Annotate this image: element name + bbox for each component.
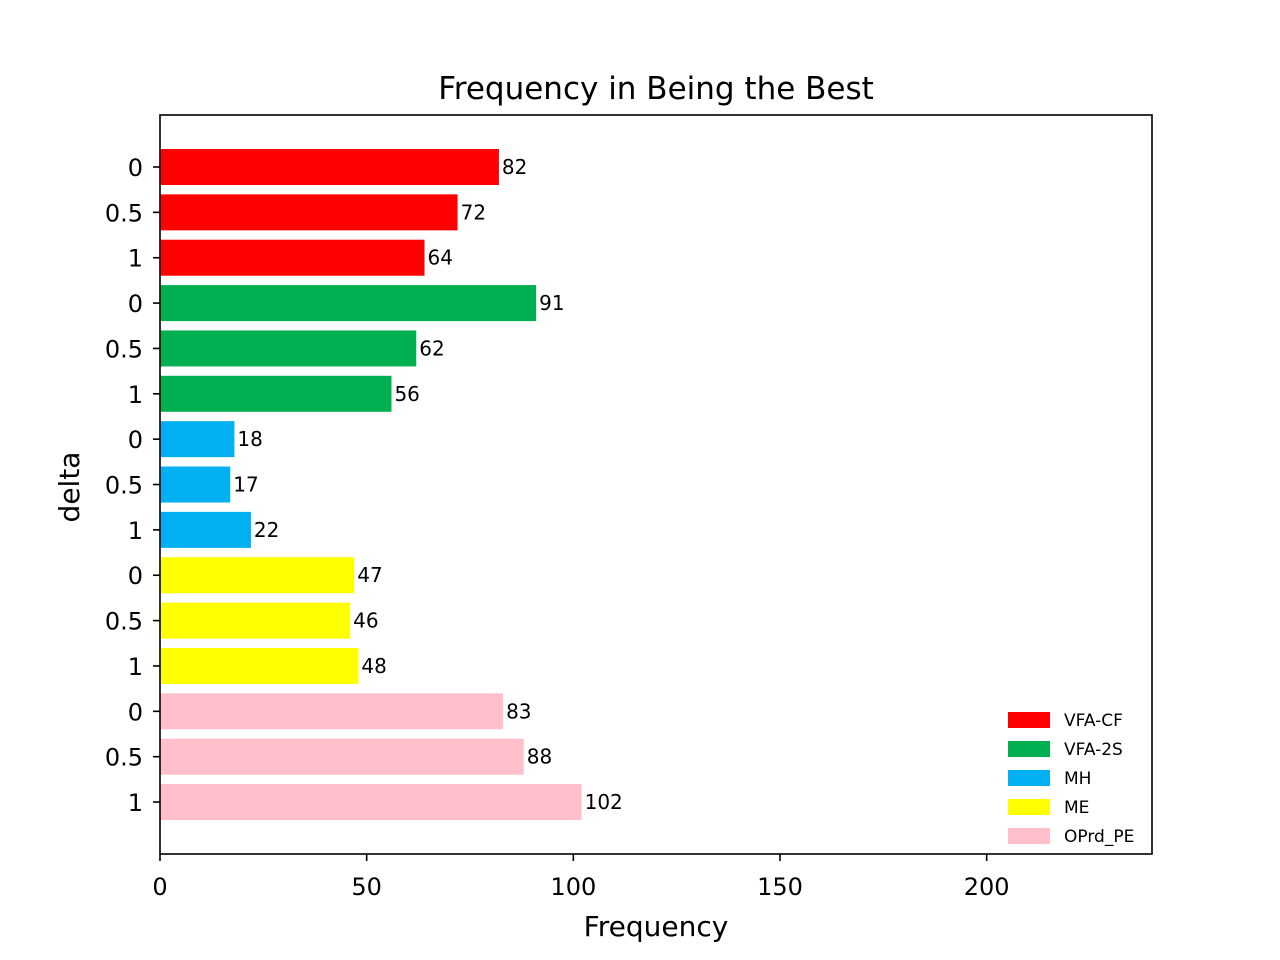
data-label: 88	[527, 745, 552, 769]
data-label: 17	[233, 473, 258, 497]
x-tick-label: 50	[351, 873, 382, 901]
legend-swatch	[1008, 741, 1050, 757]
x-axis-ticks: 0 50 100 150 200	[152, 854, 1010, 901]
y-tick-label: 0	[128, 426, 143, 454]
data-label: 48	[361, 654, 386, 678]
legend-swatch	[1008, 828, 1050, 844]
data-label: 64	[428, 246, 453, 270]
legend-swatch	[1008, 712, 1050, 728]
y-tick-label: 0.5	[105, 472, 143, 500]
data-label: 72	[461, 200, 486, 224]
y-tick-label: 0	[128, 290, 143, 318]
bar	[160, 466, 231, 503]
y-tick-label: 0.5	[105, 335, 143, 363]
x-tick-label: 150	[757, 873, 803, 901]
data-label: 22	[254, 518, 279, 542]
data-label: 82	[502, 155, 527, 179]
bar	[160, 693, 504, 730]
bar	[160, 375, 392, 412]
x-tick-label: 100	[550, 873, 596, 901]
data-label: 62	[419, 336, 444, 360]
y-axis-ticks: 0 0.5 1 0 0.5 1 0 0.5 1 0 0.5 1 0 0.5 1	[105, 154, 160, 817]
legend-swatch	[1008, 770, 1050, 786]
y-tick-label: 1	[128, 245, 143, 273]
bar	[160, 149, 499, 185]
y-tick-label: 0.5	[105, 199, 143, 227]
y-tick-label: 0.5	[105, 608, 143, 636]
data-label: 56	[394, 382, 419, 406]
bar	[160, 738, 524, 775]
bar	[160, 784, 582, 821]
bar	[160, 511, 251, 548]
x-tick-label: 200	[964, 873, 1010, 901]
data-label: 18	[237, 427, 262, 451]
y-tick-label: 0	[128, 698, 143, 726]
y-tick-label: 1	[128, 789, 143, 817]
legend-label: OPrd_PE	[1064, 827, 1134, 847]
legend-label: VFA-CF	[1064, 711, 1123, 731]
data-label: 83	[506, 699, 531, 723]
data-label: 47	[357, 563, 382, 587]
legend-label: VFA-2S	[1064, 740, 1123, 760]
legend-label: ME	[1064, 798, 1089, 818]
bar	[160, 330, 417, 367]
bar	[160, 557, 355, 594]
bar	[160, 194, 458, 231]
y-tick-label: 1	[128, 517, 143, 545]
bar	[160, 602, 351, 639]
y-tick-label: 1	[128, 381, 143, 409]
y-tick-label: 0	[128, 154, 143, 182]
y-tick-label: 0	[128, 562, 143, 590]
bar	[160, 421, 235, 458]
legend-label: MH	[1064, 769, 1091, 789]
legend-swatch	[1008, 799, 1050, 815]
legend: VFA-CF VFA-2S MH ME OPrd_PE	[1008, 711, 1134, 847]
x-tick-label: 0	[152, 873, 167, 901]
bar	[160, 285, 537, 322]
x-axis-label: Frequency	[584, 910, 729, 943]
y-tick-label: 1	[128, 653, 143, 681]
bar	[160, 647, 359, 684]
data-label: 91	[539, 291, 564, 315]
chart-title: Frequency in Being the Best	[438, 71, 874, 107]
y-axis-label: delta	[53, 452, 86, 523]
y-tick-label: 0.5	[105, 744, 143, 772]
bar	[160, 239, 425, 276]
data-label: 102	[585, 790, 623, 814]
data-label: 46	[353, 609, 378, 633]
